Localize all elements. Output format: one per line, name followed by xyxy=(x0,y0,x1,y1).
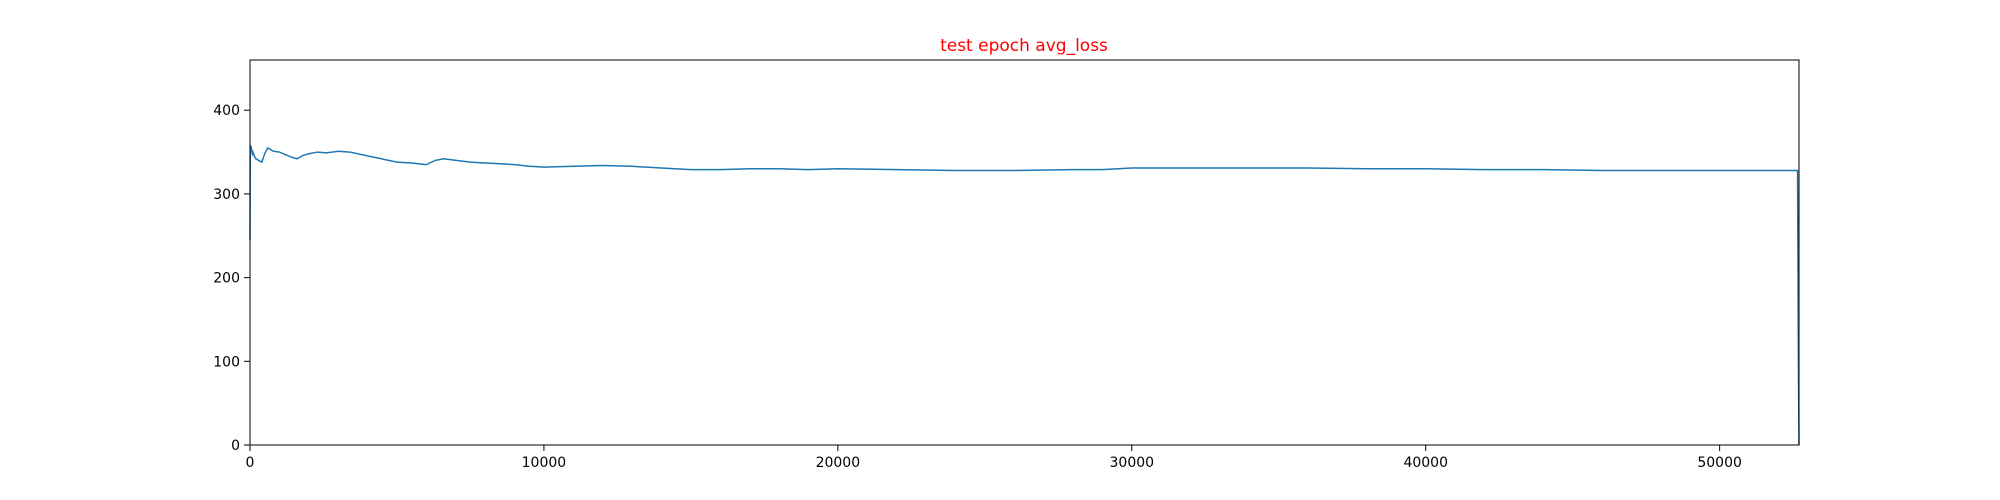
x-tick-label: 0 xyxy=(246,455,255,471)
y-tick-label: 300 xyxy=(213,187,240,203)
y-tick-label: 100 xyxy=(213,354,240,370)
y-tick-label: 0 xyxy=(231,438,240,454)
x-tick-label: 40000 xyxy=(1403,455,1448,471)
y-tick-label: 400 xyxy=(213,103,240,119)
x-tick-label: 30000 xyxy=(1110,455,1155,471)
x-tick-label: 50000 xyxy=(1697,455,1742,471)
x-tick-label: 20000 xyxy=(816,455,861,471)
y-tick-label: 200 xyxy=(213,271,240,287)
x-tick-label: 10000 xyxy=(522,455,567,471)
series-line-0 xyxy=(249,145,1800,446)
chart-title: test epoch avg_loss xyxy=(940,36,1108,56)
y-axis: 0 100 200 300 400 xyxy=(213,103,250,454)
x-axis: 0 10000 20000 30000 40000 50000 xyxy=(246,445,1742,471)
series-layer xyxy=(249,145,1800,446)
plot-frame xyxy=(249,59,1800,446)
